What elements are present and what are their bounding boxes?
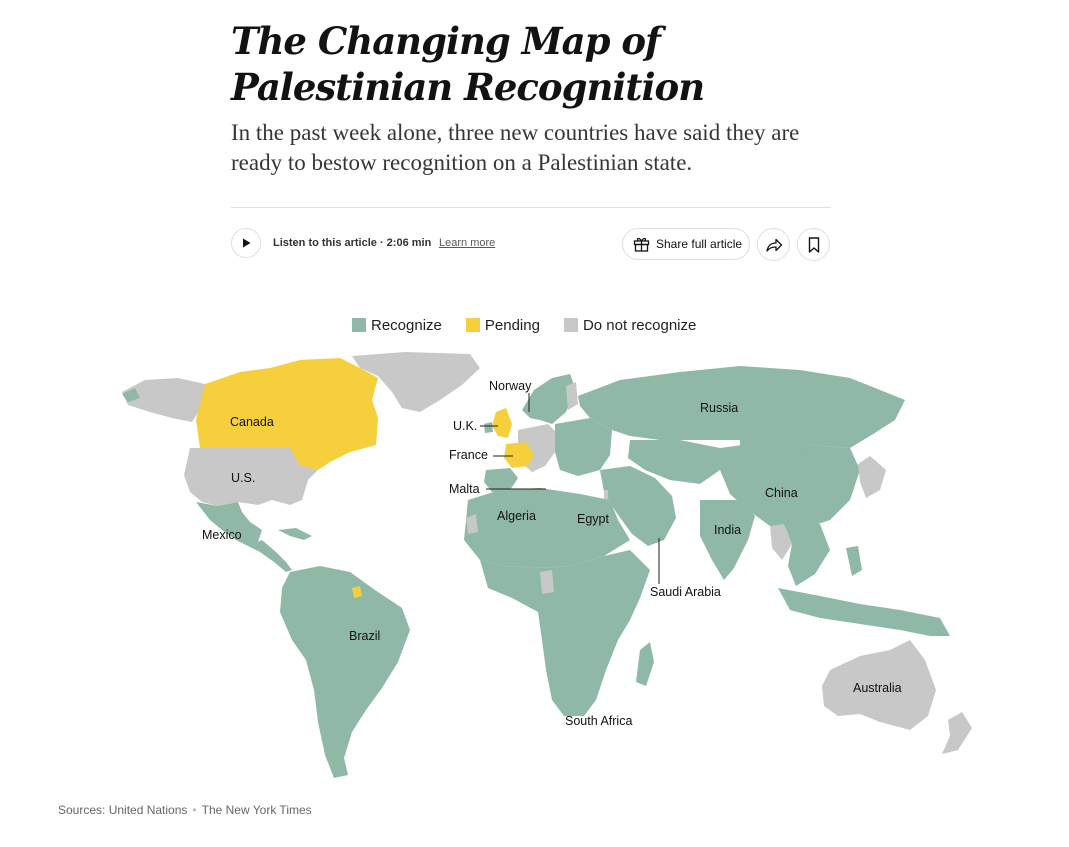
share-button[interactable] (757, 228, 790, 261)
label-australia: Australia (853, 681, 902, 695)
label-mexico: Mexico (202, 528, 242, 542)
article-summary: In the past week alone, three new countr… (231, 120, 800, 175)
united-kingdom (492, 408, 512, 438)
greenland (352, 352, 480, 412)
article-toolbar: Listen to this article · 2:06 min Learn … (231, 227, 831, 263)
label-us: U.S. (231, 471, 255, 485)
share-full-article-button[interactable]: Share full article (622, 228, 750, 260)
france (504, 442, 534, 468)
finland (566, 382, 578, 410)
israel (604, 490, 608, 500)
listen-to-article-text: Listen to this article · 2:06 min (273, 237, 432, 249)
central-asia (628, 440, 720, 484)
label-egypt: Egypt (577, 512, 609, 526)
label-russia: Russia (700, 401, 738, 415)
southeast-asia (784, 524, 830, 586)
indonesia (778, 588, 950, 636)
label-canada: Canada (230, 415, 274, 429)
legend-label-pending: Pending (484, 316, 540, 334)
bookmark-icon (808, 236, 819, 253)
myanmar (770, 524, 792, 560)
label-uk: U.K. (453, 419, 477, 433)
caribbean (278, 528, 312, 540)
legend-item-do-not-recognize: Do not recognize (563, 316, 697, 334)
gift-icon (633, 237, 650, 252)
learn-more-link[interactable]: Learn more (439, 237, 496, 249)
ireland (484, 422, 493, 433)
south-america (280, 566, 410, 778)
world-map: Canada U.S. Mexico Brazil Norway U.K. Fr… (122, 352, 972, 778)
western-sahara (466, 514, 478, 534)
legend-swatch-do-not-recognize (563, 318, 578, 332)
sub-saharan-africa (480, 550, 650, 716)
india (700, 500, 755, 580)
china (720, 440, 860, 530)
australia (822, 640, 936, 730)
cameroon (540, 570, 554, 594)
save-bookmark-button[interactable] (797, 228, 830, 261)
korea-japan (858, 456, 886, 498)
label-brazil: Brazil (349, 629, 380, 643)
central-america (248, 540, 292, 572)
alaska (122, 378, 205, 422)
credit-text: The New York Times (201, 803, 312, 817)
label-china: China (765, 486, 798, 500)
canada (196, 358, 378, 470)
philippines (846, 546, 862, 576)
legend-label-recognize: Recognize (371, 316, 442, 334)
label-india: India (714, 523, 741, 537)
label-norway: Norway (489, 379, 532, 393)
label-saudi-arabia: Saudi Arabia (650, 585, 721, 599)
mongolia (740, 438, 808, 458)
united-states (184, 448, 318, 506)
label-south-africa: South Africa (565, 714, 632, 728)
separator-dot: • (192, 803, 197, 817)
legend-item-recognize: Recognize (352, 317, 442, 334)
north-africa (464, 488, 630, 568)
share-arrow-icon (765, 238, 782, 252)
label-malta: Malta (449, 482, 480, 496)
headline: The Changing Map of Palestinian Recognit… (231, 19, 705, 109)
aleutian-islands (122, 388, 140, 402)
divider (231, 207, 831, 208)
french-guiana (352, 586, 362, 598)
label-algeria: Algeria (497, 509, 536, 523)
source-text: Sources: United Nations (58, 803, 188, 817)
mexico (196, 502, 262, 546)
middle-east (600, 466, 676, 546)
iberia (484, 468, 518, 492)
new-zealand (942, 712, 972, 754)
eastern-europe (555, 418, 612, 476)
scandinavia (522, 374, 576, 424)
legend-swatch-recognize (352, 318, 366, 332)
madagascar (636, 642, 654, 686)
legend-label-do-not-recognize: Do not recognize (582, 316, 697, 334)
map-legend: Recognize Pending Do not recognize (352, 315, 720, 335)
legend-item-pending: Pending (465, 316, 540, 334)
map-source-credit: Sources: United Nations • The New York Tim… (58, 803, 312, 817)
legend-swatch-pending (465, 318, 480, 332)
label-france: France (449, 448, 488, 462)
play-audio-button[interactable] (231, 228, 261, 258)
share-full-article-label: Share full article (656, 237, 743, 251)
play-icon (243, 238, 251, 248)
russia (578, 366, 905, 448)
